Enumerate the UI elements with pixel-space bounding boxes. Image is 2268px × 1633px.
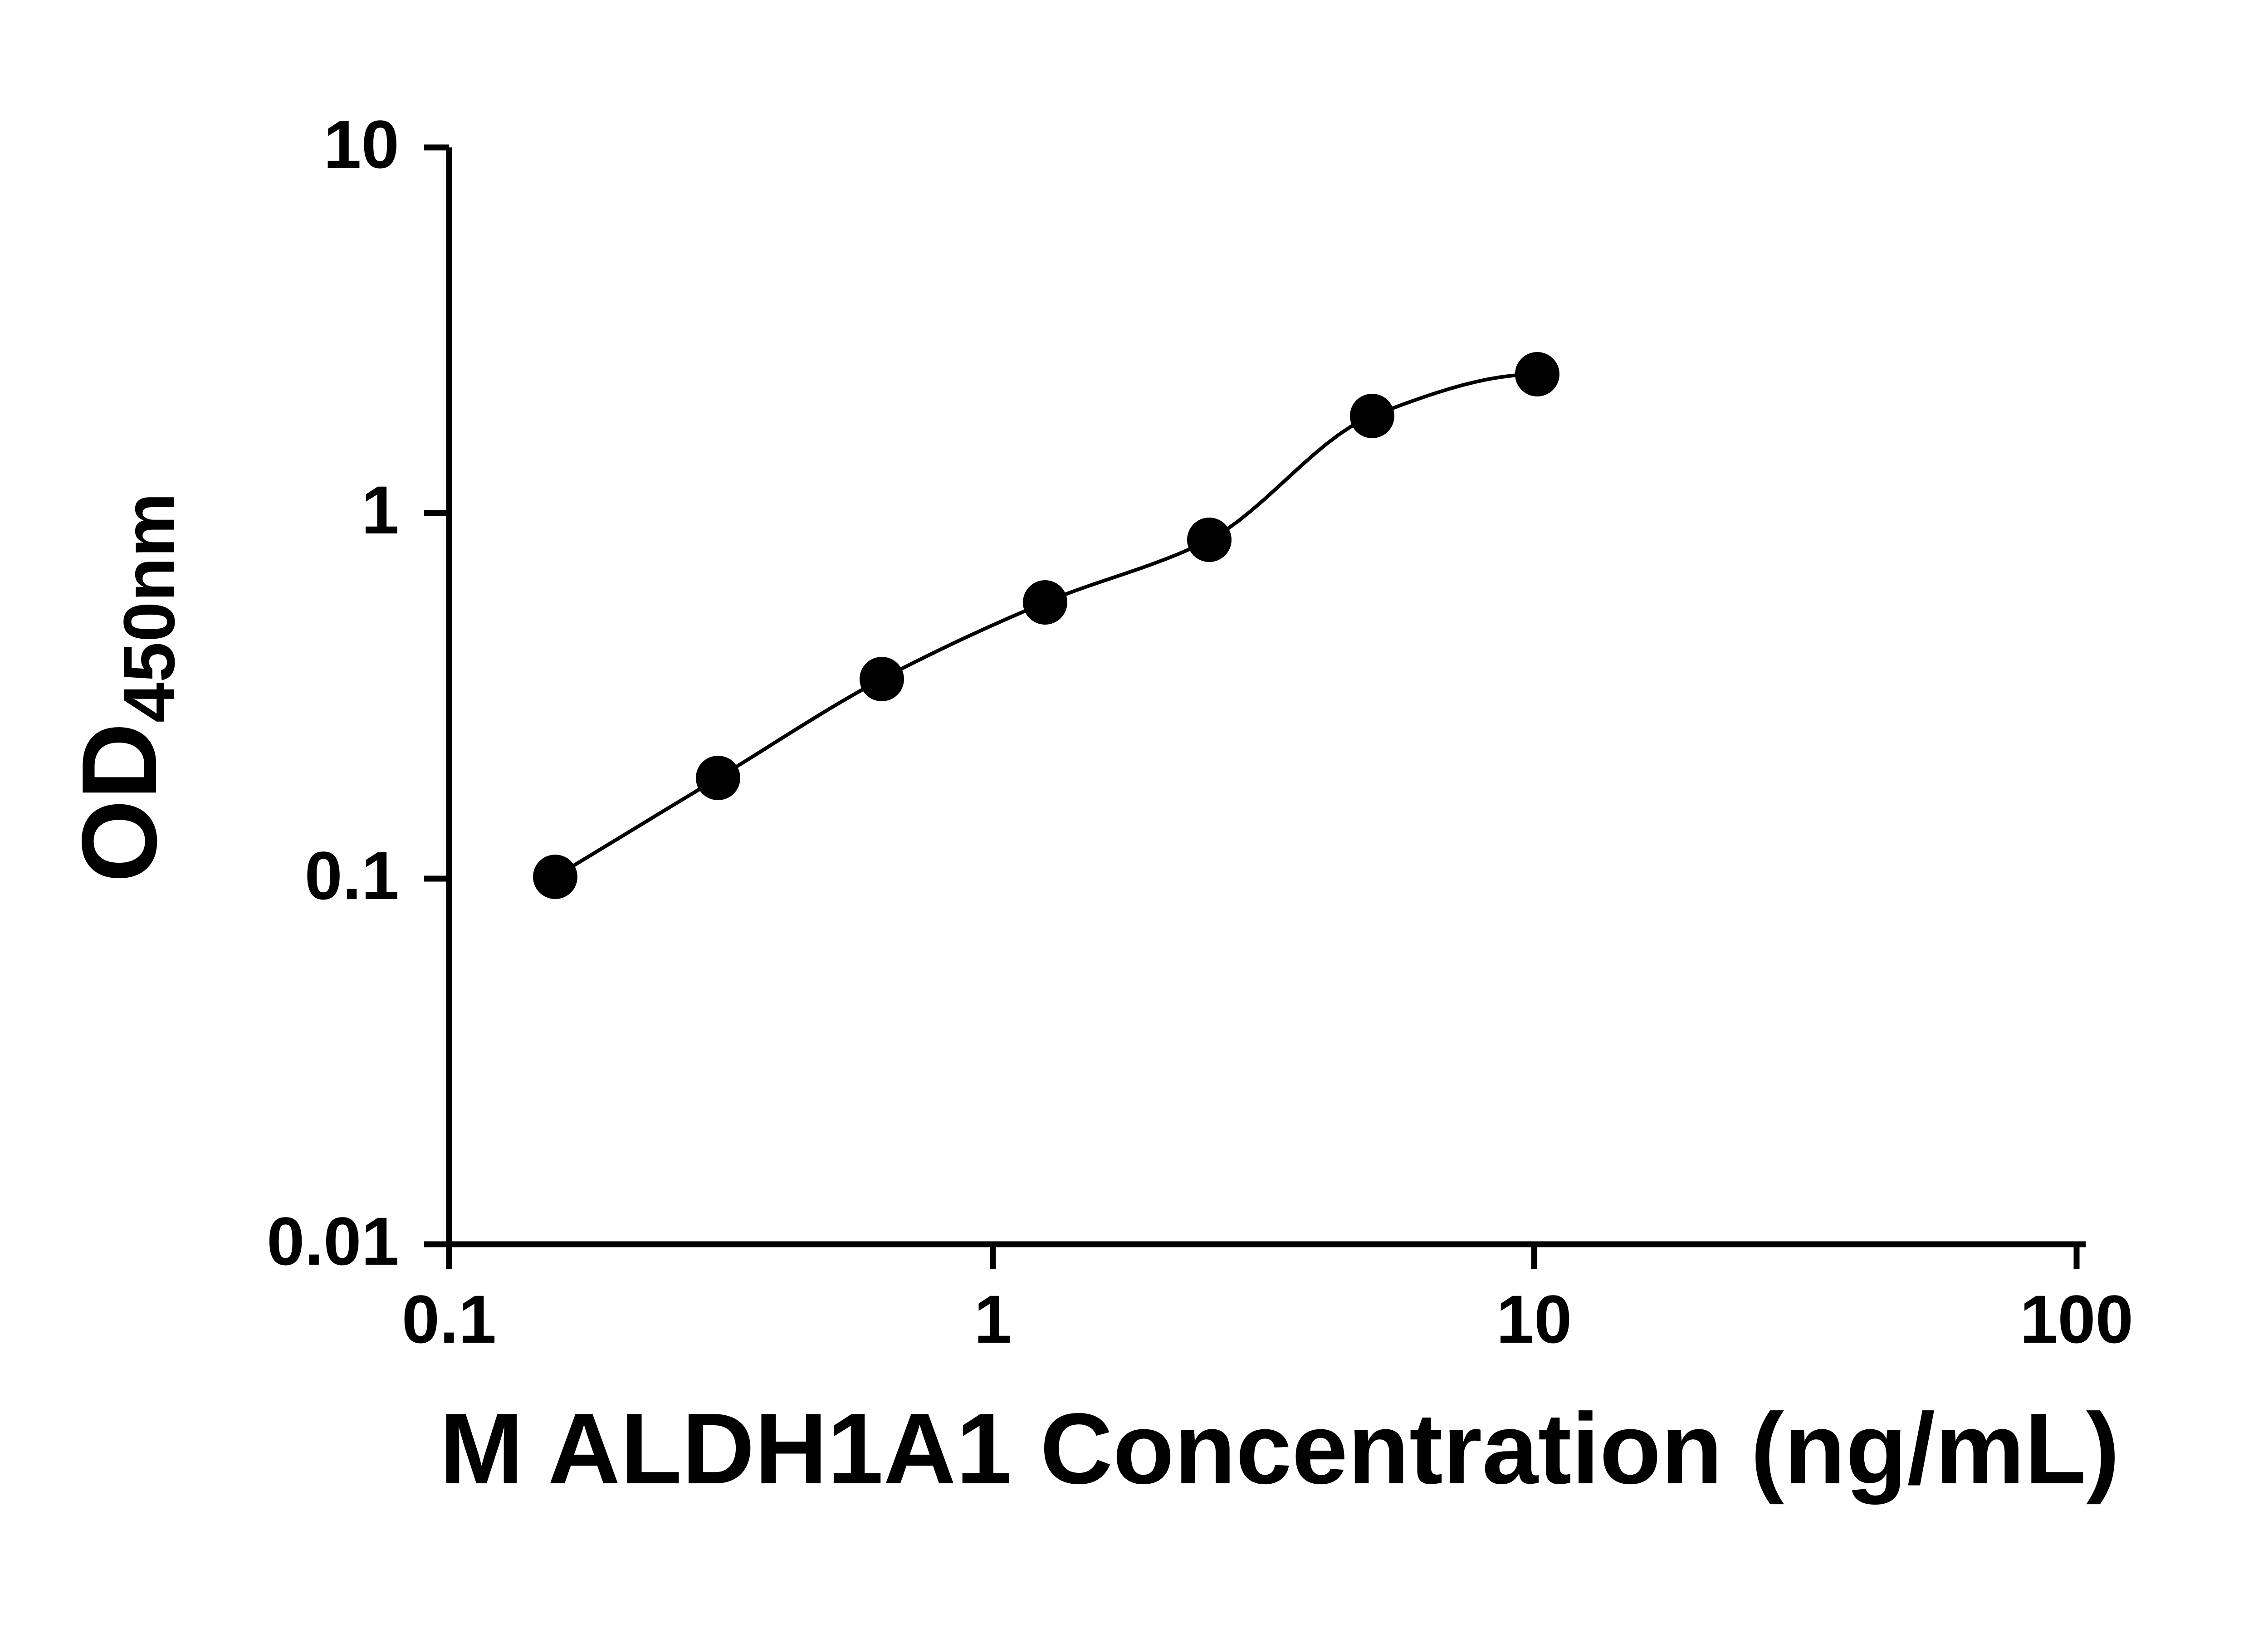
svg-text:0.01: 0.01 [267,1203,399,1279]
svg-text:10: 10 [323,106,399,182]
svg-text:1: 1 [362,472,399,548]
svg-text:M ALDH1A1 Concentration (ng/mL: M ALDH1A1 Concentration (ng/mL) [440,1393,2120,1505]
svg-text:100: 100 [2020,1281,2133,1357]
svg-text:1: 1 [974,1281,1012,1357]
svg-text:0.1: 0.1 [402,1281,497,1357]
svg-text:10: 10 [1496,1281,1572,1357]
svg-text:0.1: 0.1 [304,837,399,914]
